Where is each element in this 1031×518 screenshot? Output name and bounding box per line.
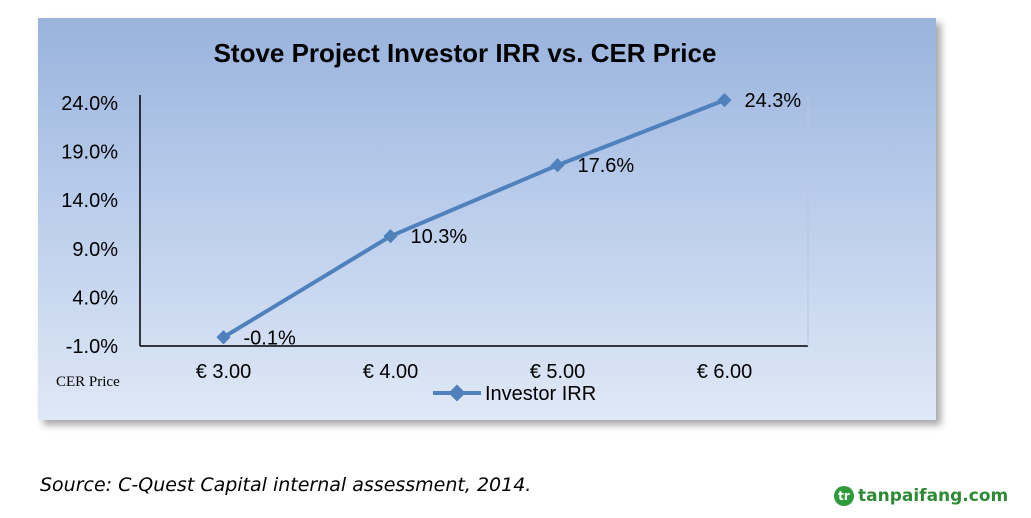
y-tick-label: 19.0% [61,142,118,164]
data-label: 10.3% [411,226,468,248]
data-label: -0.1% [244,327,296,349]
x-tick-label: € 3.00 [196,361,252,383]
data-point-marker [383,229,398,244]
watermark-text: tanpaifang.com [858,486,1009,506]
y-tick-label: -1.0% [66,336,118,358]
data-point-marker [717,93,732,108]
legend-entry-investor-irr: Investor IRR [485,383,596,405]
data-label: 17.6% [578,155,635,177]
y-axis-ticks: 24.0% 19.0% 14.0% 9.0% 4.0% -1.0% [61,93,118,358]
x-axis-ticks: € 3.00 € 4.00 € 5.00 € 6.00 [196,361,753,383]
y-tick-label: 9.0% [72,239,118,261]
y-tick-label: 24.0% [61,93,118,115]
series-line-investor-irr [222,98,726,339]
source-caption: Source: C-Quest Capital internal assessm… [40,474,532,496]
legend-marker [448,384,466,402]
data-point-marker [216,330,231,345]
y-tick-label: 4.0% [72,287,118,309]
y-tick-label: 14.0% [61,190,118,212]
watermark: tr tanpaifang.com [834,486,1008,506]
x-tick-label: € 4.00 [363,361,419,383]
chart-panel: Stove Project Investor IRR vs. CER Price… [38,18,936,420]
data-point-marker [550,158,565,173]
data-label: 24.3% [745,90,802,112]
x-tick-label: € 5.00 [530,361,586,383]
data-labels: -0.1% 10.3% 17.6% 24.3% [244,90,802,349]
chart-title: Stove Project Investor IRR vs. CER Price [214,38,717,68]
chart-svg: Stove Project Investor IRR vs. CER Price… [56,38,809,405]
legend: Investor IRR [433,383,596,405]
tanpaifang-logo-icon: tr [834,486,854,506]
x-tick-label: € 6.00 [697,361,753,383]
series-markers [216,93,732,345]
x-axis-label: CER Price [56,374,120,390]
